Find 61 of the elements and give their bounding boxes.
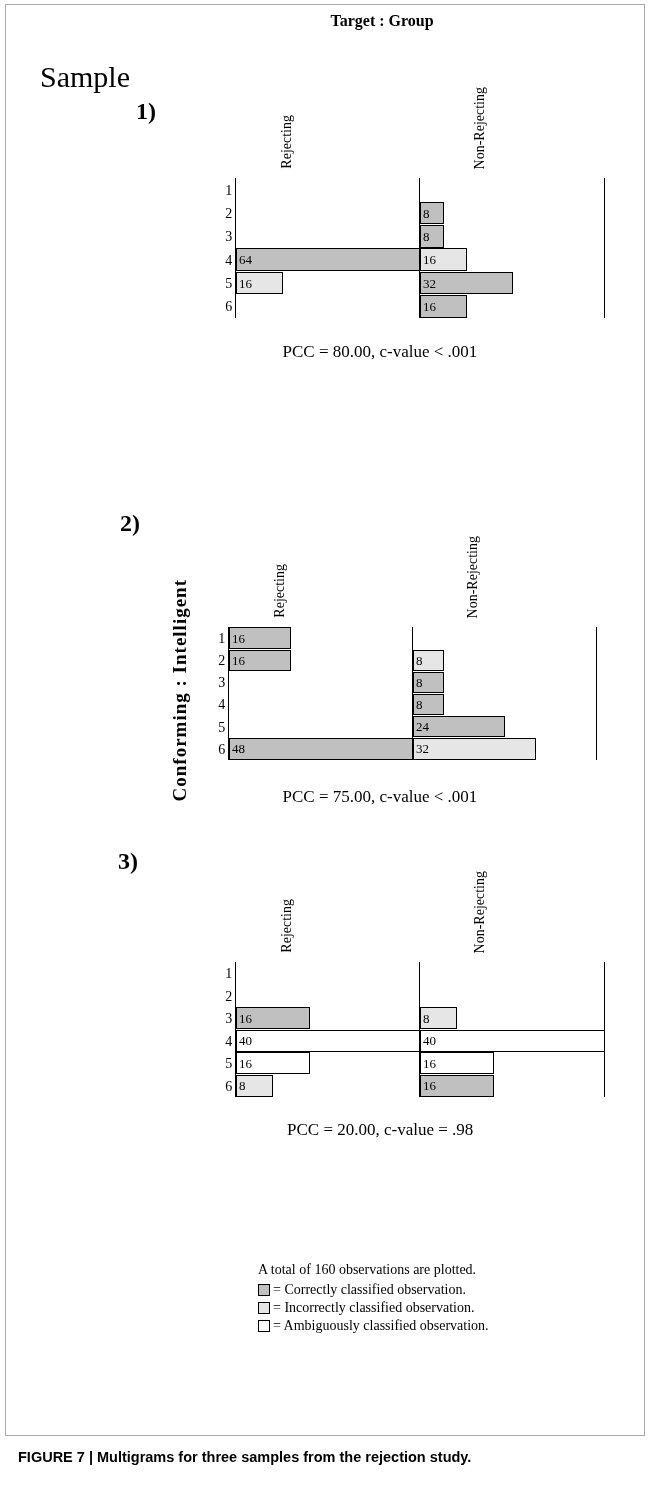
y-tick-label: 6 <box>218 741 226 757</box>
chart-title: Rejecting <box>279 899 295 953</box>
data-label: 24 <box>416 719 430 735</box>
text: Sample <box>40 60 130 94</box>
y-tick-label: 4 <box>225 252 233 268</box>
chart-title: Rejecting <box>279 115 295 169</box>
data-label: 8 <box>423 1010 430 1026</box>
y-tick-label: 4 <box>225 1033 233 1049</box>
y-tick-label: 6 <box>225 1078 233 1094</box>
data-label: 40 <box>423 1033 436 1049</box>
data-label: 32 <box>416 741 429 757</box>
text: A total of 160 observations are plotted. <box>258 1262 477 1278</box>
data-label: 16 <box>423 1078 437 1094</box>
chart-title: Non-Rejecting <box>465 536 481 619</box>
chart-title: Non-Rejecting <box>472 87 488 170</box>
legend-label: = Incorrectly classified observation. <box>273 1300 475 1316</box>
y-tick-label: 3 <box>225 1011 233 1027</box>
data-label: 16 <box>232 652 246 668</box>
y-tick-label: 1 <box>225 182 233 198</box>
y-tick-label: 2 <box>218 653 226 669</box>
data-label: 8 <box>239 1078 246 1094</box>
data-label: 8 <box>416 697 423 713</box>
y-tick-label: 2 <box>225 205 233 221</box>
y-tick-label: 3 <box>218 675 226 691</box>
text: PCC = 75.00, c-value < .001 <box>282 787 478 807</box>
y-axis-title: Conforming : Intelligent <box>169 579 191 802</box>
y-tick-label: 4 <box>218 697 226 713</box>
text: 3) <box>118 848 138 875</box>
text: 1) <box>136 98 156 125</box>
data-label: 40 <box>239 1033 252 1049</box>
text: 2) <box>120 510 140 537</box>
data-label: 8 <box>423 228 430 244</box>
data-label: 16 <box>423 1055 437 1071</box>
data-label: 16 <box>423 298 437 314</box>
data-label: 8 <box>416 652 423 668</box>
legend-label: = Ambiguously classified observation. <box>273 1318 489 1334</box>
data-label: 16 <box>232 630 246 646</box>
data-label: 8 <box>423 205 430 221</box>
y-tick-label: 1 <box>218 630 226 646</box>
data-label: 32 <box>423 275 436 291</box>
caption: FIGURE 7 | Multigrams for three samples from the rejection study. <box>18 1449 472 1465</box>
text: PCC = 80.00, c-value < .001 <box>282 342 478 362</box>
text: Target : Group <box>330 12 434 30</box>
data-label: 16 <box>423 252 437 268</box>
text: PCC = 20.00, c-value = .98 <box>287 1120 474 1140</box>
data-label: 8 <box>416 674 423 690</box>
data-label: 16 <box>239 275 253 291</box>
chart-title: Non-Rejecting <box>472 871 488 954</box>
y-tick-label: 6 <box>225 299 233 315</box>
y-tick-label: 1 <box>225 966 233 982</box>
legend-label: = Correctly classified observation. <box>273 1282 466 1298</box>
data-label: 16 <box>239 1055 253 1071</box>
y-tick-label: 5 <box>225 1056 233 1072</box>
y-tick-label: 3 <box>225 229 233 245</box>
y-tick-label: 2 <box>225 988 233 1004</box>
y-tick-label: 5 <box>225 275 233 291</box>
data-label: 48 <box>232 741 245 757</box>
y-tick-label: 5 <box>218 719 226 735</box>
data-label: 64 <box>239 252 253 268</box>
chart-title: Rejecting <box>272 564 288 618</box>
data-label: 16 <box>239 1010 253 1026</box>
